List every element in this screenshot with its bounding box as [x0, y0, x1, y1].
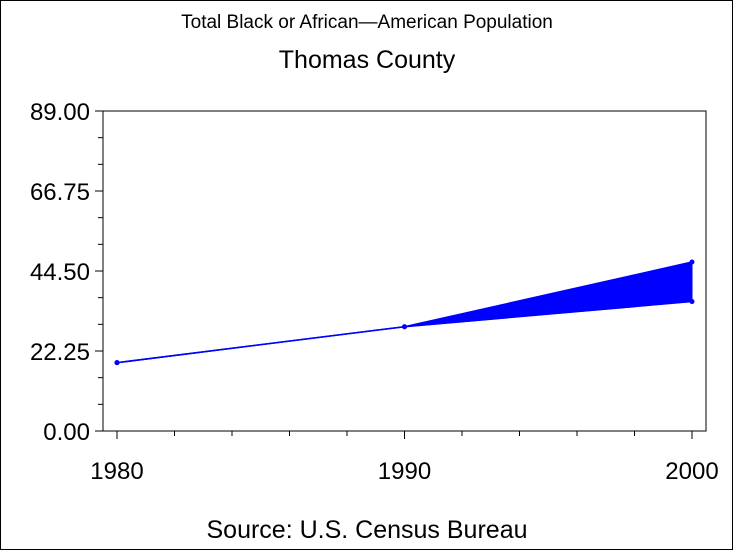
series-line [116, 261, 693, 364]
y-tick-label: 44.50 [30, 259, 90, 286]
data-point [689, 259, 695, 265]
series-band [116, 261, 693, 364]
chart-title: Total Black or African—American Populati… [181, 12, 553, 33]
x-tick-label: 1980 [90, 458, 143, 485]
data-point [114, 360, 120, 366]
data-point [402, 324, 407, 330]
chart-subtitle: Thomas County [279, 46, 456, 74]
data-point [689, 299, 695, 305]
y-tick-label: 0.00 [43, 419, 90, 446]
y-tick-label: 66.75 [30, 179, 90, 206]
y-tick-label: 89.00 [30, 99, 90, 126]
y-tick-label: 22.25 [30, 339, 90, 366]
x-tick-label: 2000 [665, 458, 718, 485]
series-layer [114, 259, 695, 366]
chart-footnote: Source: U.S. Census Bureau [207, 516, 528, 544]
plot-area [102, 110, 707, 432]
y-axis: 0.00 22.25 44.50 66.75 89.00 [30, 99, 103, 446]
series-line [116, 300, 693, 364]
x-axis: 1980 1990 2000 [90, 431, 719, 485]
x-tick-label: 1990 [378, 458, 431, 485]
